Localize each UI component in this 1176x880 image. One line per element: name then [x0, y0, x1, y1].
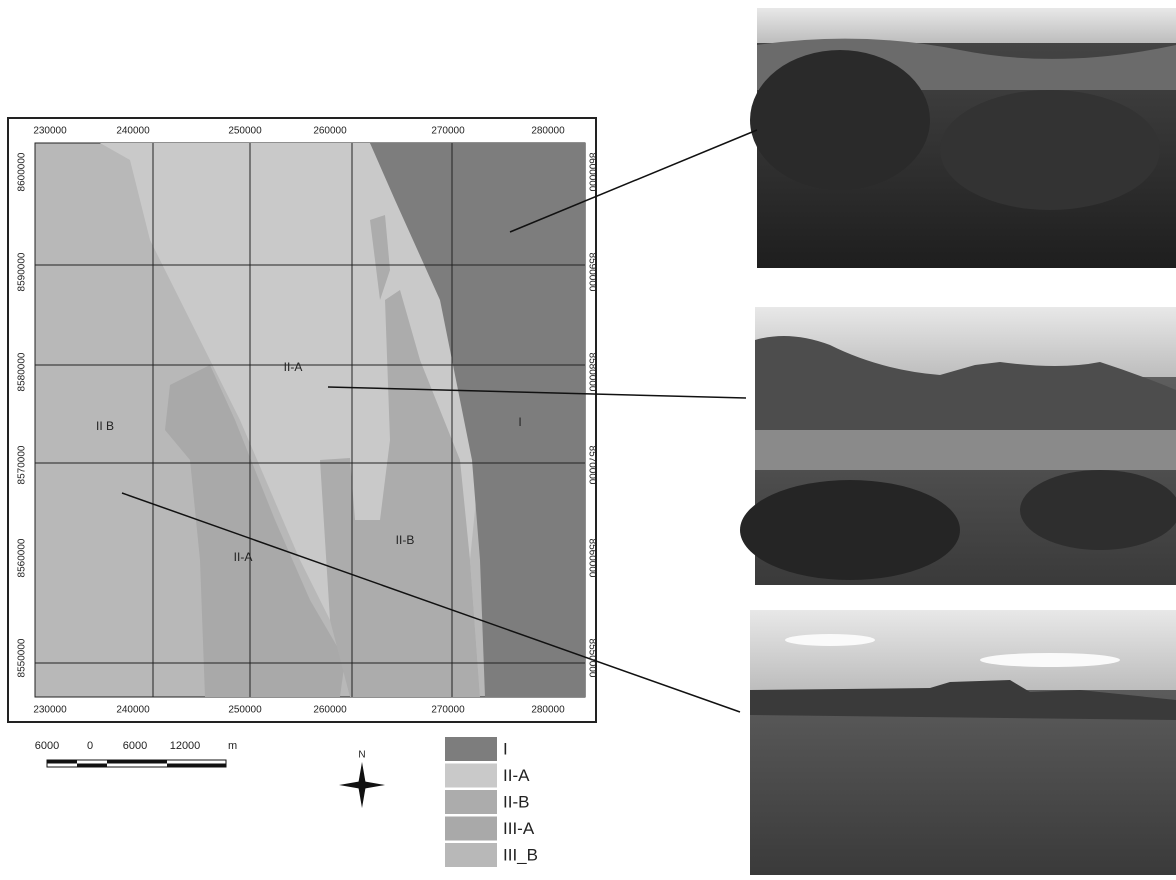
right-coord-label: 8600000 [586, 153, 597, 192]
zone-label: II-A [284, 360, 303, 374]
zone-label: II-A [234, 550, 253, 564]
right-coord-label: 8550000 [586, 639, 597, 678]
scale-label: 12000 [170, 740, 201, 752]
zone-label: I [518, 415, 521, 429]
zone-label: II B [96, 419, 114, 433]
scale-label: 6000 [35, 740, 59, 752]
scale-label: 6000 [123, 740, 147, 752]
north-arrow [339, 762, 385, 808]
legend-label: III_B [503, 845, 538, 864]
left-coord-label: 8570000 [17, 445, 28, 484]
legend-label: I [503, 739, 508, 758]
scale-label: m [228, 740, 237, 752]
bottom-coord-label: 250000 [228, 705, 262, 716]
photo-1 [750, 8, 1176, 268]
top-coord-label: 250000 [228, 126, 262, 137]
right-coord-label: 8590000 [586, 253, 597, 292]
legend-swatch [445, 843, 497, 867]
bottom-coord-label: 260000 [313, 705, 347, 716]
right-coord-label: 8560000 [586, 539, 597, 578]
scale-bar [47, 760, 226, 767]
legend-swatch [445, 790, 497, 814]
legend-swatch [445, 817, 497, 841]
left-coord-label: 8550000 [17, 638, 28, 677]
top-coord-label: 260000 [313, 126, 347, 137]
bottom-coord-label: 230000 [33, 705, 67, 716]
left-coord-label: 8590000 [17, 252, 28, 291]
top-coord-label: 280000 [531, 126, 565, 137]
legend-label: II-A [503, 766, 530, 785]
left-coord-label: 8560000 [17, 538, 28, 577]
photo-2 [740, 307, 1176, 585]
bottom-coord-label: 280000 [531, 705, 565, 716]
north-label: N [358, 750, 365, 761]
legend-swatch [445, 737, 497, 761]
bottom-coord-label: 240000 [116, 705, 150, 716]
scale-label: 0 [87, 740, 93, 752]
right-coord-label: 8570000 [586, 446, 597, 485]
zone-label: II-B [396, 533, 415, 547]
left-coord-label: 8600000 [17, 152, 28, 191]
bottom-coord-label: 270000 [431, 705, 465, 716]
top-coord-label: 270000 [431, 126, 465, 137]
photo-3 [750, 610, 1176, 875]
top-coord-label: 240000 [116, 126, 150, 137]
legend-label: III-A [503, 819, 535, 838]
top-coord-label: 230000 [33, 126, 67, 137]
right-coord-label: 8580000 [586, 353, 597, 392]
legend-label: II-B [503, 792, 529, 811]
legend-swatch [445, 764, 497, 788]
figure: 230000 240000 250000 260000 270000 280000 2300… [0, 0, 1176, 875]
left-coord-label: 8580000 [17, 352, 28, 391]
